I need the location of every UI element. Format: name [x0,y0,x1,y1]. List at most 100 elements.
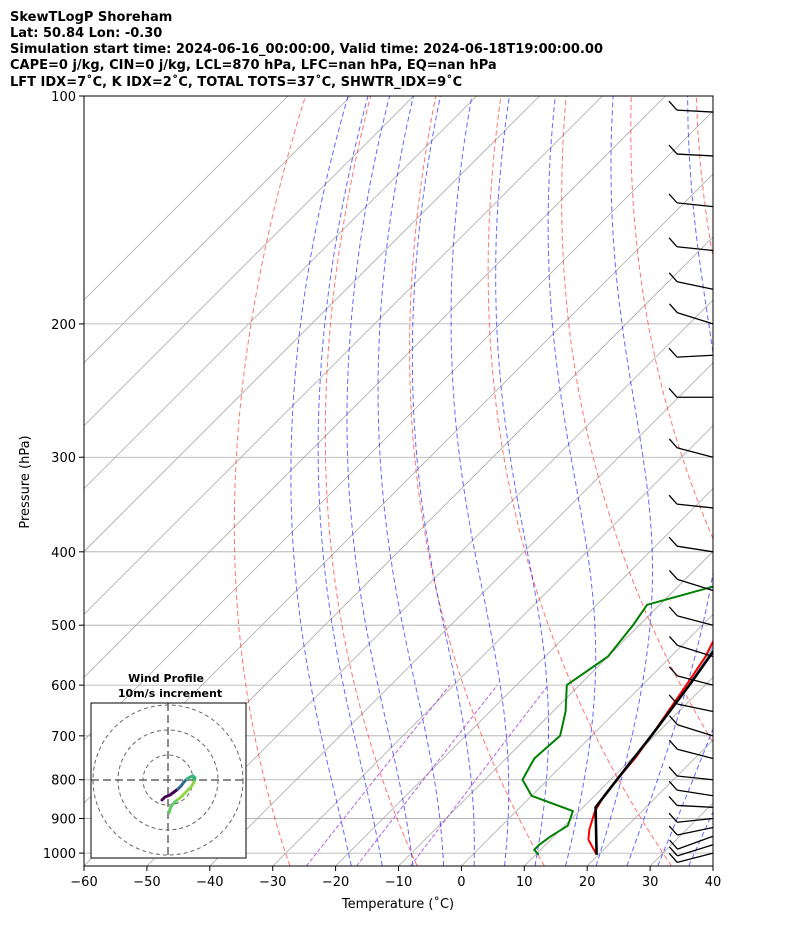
wind-barb-flag [668,795,678,806]
wind-barb-flag [668,569,678,580]
temperature-line [587,639,713,856]
wind-barb-shaft [676,246,714,252]
wind-barb-flag [668,606,678,617]
wind-barb-flag [668,494,678,505]
isotherm-line [84,110,713,741]
header-indices: LFT IDX=7˚C, K IDX=2˚C, TOTAL TOTS=37˚C,… [10,74,462,90]
axes: −60 −50 −40 −30 −20 −10 0 10 20 30 40 100 200 300 400 5… [43,90,721,890]
wind-barb-flag [668,347,678,358]
wind-barb-flag [668,694,678,705]
isotherm-line [84,96,414,427]
isotherm-line [712,865,713,866]
y-tick-label: 300 [51,451,76,466]
x-axis-label: Temperature (˚C) [341,896,454,912]
wind-barb-flag [668,144,678,155]
wind-barb-flag [668,852,678,863]
hodograph-trace [174,780,196,803]
x-tick-label: 30 [642,875,659,890]
cape-fill [595,641,713,808]
wind-barb-shaft [677,615,714,626]
wind-barb-flag [668,272,678,283]
y-tick-label: 800 [51,774,76,789]
wind-barb-flag [668,536,678,547]
header-stability: CAPE=0 j/kg, CIN=0 j/kg, LCL=870 hPa, LF… [10,58,497,73]
x-tick-label: −20 [322,875,349,890]
wind-barb-flag [668,812,678,823]
wind-barb-shaft [677,447,714,458]
hodograph-trace [167,799,178,815]
wind-barb-flag [668,100,678,111]
inset-subtitle: 10m/s increment [118,687,222,700]
y-tick-label: 200 [51,318,76,333]
x-tick-label: −60 [70,875,97,890]
isotherm-line [776,96,794,866]
wind-barb-shaft [677,644,714,658]
wind-barb-flag [668,193,678,204]
y-tick-label: 1000 [43,847,76,862]
wind-barb-flag [668,387,678,398]
wind-barb-shaft [677,312,714,325]
isotherm-line [524,676,713,866]
dry-adiabat-line [409,96,545,866]
wind-barb-flag [668,766,678,777]
isotherm-line [272,425,713,866]
isotherm-line [146,299,713,866]
isotherm-line [84,96,666,678]
parcel-line [594,649,713,855]
x-tick-label: 20 [579,875,596,890]
wind-barb-flag [668,237,678,248]
moist-adiabat-line [377,96,445,866]
isotherm-line [84,96,289,301]
wind-barb-flag [668,739,678,750]
isotherm-line [461,613,713,866]
isotherm-line [84,96,540,553]
moist-adiabat-line [346,96,414,866]
wind-barb-shaft [677,703,714,713]
y-tick-label: 700 [51,730,76,745]
isotherm-line [586,739,713,866]
y-axis-label: Pressure (hPa) [18,435,33,528]
moist-adiabat-line [595,96,653,866]
header-title: SkewTLogP Shoreham [10,10,172,25]
hodograph-trace [176,777,189,791]
mixing-ratio-line [356,684,498,866]
moist-adiabat-line [290,96,352,866]
wind-barb-shaft [676,354,714,358]
wind-barb-flag [668,438,678,449]
moist-adiabat-line [317,96,383,866]
dry-adiabat-line [695,96,713,260]
wind-barb-shaft [676,817,714,823]
wind-barb-shaft [677,578,714,592]
x-tick-label: −40 [196,875,223,890]
wind-barb-shaft [676,804,714,808]
wind-barb-flag [668,303,678,314]
y-tick-label: 600 [51,679,76,694]
header-times: Simulation start time: 2024-06-16_00:00:… [10,42,603,57]
mixing-ratio-line [306,684,451,866]
x-tick-label: 40 [705,875,722,890]
wind-barb-shaft [677,281,714,290]
x-tick-label: −30 [259,875,286,890]
wind-barb-shaft [676,503,714,509]
mixing-ratio-line [410,684,549,866]
moist-adiabat-line [411,96,475,866]
background-lines [84,96,794,866]
y-tick-label: 100 [51,90,76,105]
dry-adiabat-line [233,96,306,866]
moist-adiabat-line [626,96,713,866]
x-tick-label: 0 [457,875,465,890]
isotherm-line [84,96,603,615]
cape-region [595,641,713,808]
isotherm-line [84,96,477,490]
isotherm-line [335,488,713,866]
isotherm-line [84,96,352,364]
moist-adiabat-line [495,96,549,866]
dewpoint-line [521,585,713,856]
wind-barb-shaft [677,675,714,686]
moist-adiabat-line [720,96,794,866]
dry-adiabat-line [762,96,794,866]
wind-barb-shaft [677,748,714,760]
inset-title: Wind Profile [128,672,204,685]
wind-barb-shaft [677,545,714,553]
